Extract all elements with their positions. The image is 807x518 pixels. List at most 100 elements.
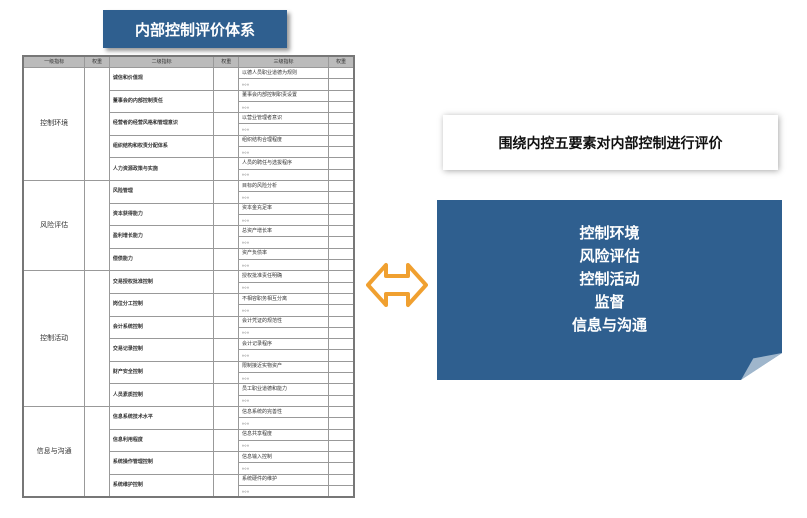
level3-indicator: 。。。 [238, 191, 330, 204]
level3-indicator: 会计记录程序 [238, 338, 330, 351]
table-row: 风险评估 风险管理 目标的风险分析 [22, 179, 355, 272]
evaluation-heading-box: 围绕内控五要素对内部控制进行评价 [443, 115, 778, 170]
level3-weight [328, 360, 355, 374]
table-row: 组织结构和权责分配体系 组织结构合理程度 [23, 134, 355, 159]
level2-weight [213, 315, 240, 340]
double-arrow-icon [366, 263, 428, 307]
level3-indicator: 信息共享程度 [238, 428, 330, 441]
level2-weight [213, 338, 240, 362]
level2-weight [213, 112, 240, 136]
level3-weight [328, 179, 355, 193]
level2-indicator: 偿债能力 [108, 247, 215, 272]
level3-weight [328, 123, 355, 136]
level3-indicator: 。。。 [238, 349, 330, 362]
element-item: 控制环境 [579, 224, 640, 242]
level2-weight [213, 451, 240, 475]
level2-indicator: 诚信和价值观 [108, 67, 215, 91]
level3-weight [328, 473, 355, 486]
level3-indicator: 员工职业道德和能力 [238, 383, 330, 396]
level2-indicator: 财产安全控制 [108, 360, 215, 385]
level3-weight [328, 315, 355, 328]
level2-weight [213, 67, 240, 91]
level2-weight [213, 405, 240, 430]
level3-indicator: 。。。 [238, 417, 330, 430]
level3-weight [328, 451, 355, 464]
table-row: 人员素质控制 员工职业道德和能力 [23, 383, 355, 407]
level2-indicator: 盈利增长能力 [108, 225, 215, 249]
level3-weight [328, 89, 355, 102]
level2-weight [213, 134, 240, 159]
level2-indicator: 交易授权批准控制 [108, 270, 215, 294]
column-header: 一级指标 [22, 55, 86, 68]
level1-weight [84, 270, 110, 407]
table-header: 一级指标 权重 二级指标 权重 三级指标 权重 [22, 55, 355, 68]
level2-weight [213, 202, 240, 227]
level3-weight [328, 213, 355, 227]
level3-weight [328, 304, 355, 317]
level3-indicator: 授权批准责任明确 [238, 270, 330, 283]
level3-indicator: 。。。 [238, 236, 330, 249]
level3-indicator: 系统硬件的维护 [238, 473, 330, 486]
level2-weight [213, 225, 240, 249]
level3-indicator: 信息系统的完善性 [238, 405, 330, 419]
level3-indicator: 资产负债率 [238, 247, 330, 261]
column-header: 权重 [84, 55, 110, 68]
level3-weight [328, 484, 355, 498]
level3-weight [328, 146, 355, 159]
level3-indicator: 。。。 [238, 394, 330, 407]
table-row: 信息与沟通 信息系统技术水平 信息系统的完善性 [22, 405, 355, 498]
column-header: 权重 [328, 55, 355, 68]
level3-weight [328, 417, 355, 430]
level2-indicator: 人员素质控制 [108, 383, 215, 407]
level3-indicator: 。。。 [238, 304, 330, 317]
level2-weight [213, 247, 240, 272]
level3-indicator: 限制接近实物资产 [238, 360, 330, 374]
level3-indicator: 总资产增长率 [238, 225, 330, 238]
level3-indicator: 。。。 [238, 259, 330, 272]
level2-indicator: 会计系统控制 [108, 315, 215, 340]
level2-weight [213, 157, 240, 181]
level3-weight [328, 383, 355, 396]
level2-indicator: 人力资源政策与实施 [108, 157, 215, 181]
level3-indicator: 。。。 [238, 146, 330, 159]
level3-weight [328, 349, 355, 362]
level3-weight [328, 112, 355, 125]
level3-weight [328, 225, 355, 238]
level2-indicator: 系统操作管理控制 [108, 451, 215, 475]
level3-indicator: 。。。 [238, 372, 330, 385]
level3-weight [328, 338, 355, 351]
level3-weight [328, 405, 355, 419]
level2-weight [213, 270, 240, 294]
column-header: 三级指标 [238, 55, 330, 68]
element-item: 控制活动 [579, 270, 640, 288]
level3-weight [328, 462, 355, 475]
level1-indicator: 风险评估 [22, 179, 86, 272]
evaluation-table: 一级指标 权重 二级指标 权重 三级指标 权重 控制环境 诚信和价值观 以德人员职业道德为规则… [22, 55, 355, 499]
table-row: 资本获得能力 资本金充足率 [23, 202, 355, 227]
level3-indicator: 人员的聘任与选拔程序 [238, 157, 330, 170]
level3-indicator: 会计凭证的规范性 [238, 315, 330, 328]
level3-indicator: 。。。 [238, 78, 330, 91]
level3-indicator: 以德人员职业道德为规则 [238, 66, 330, 80]
column-header: 权重 [213, 55, 240, 68]
level3-weight [328, 372, 355, 385]
level3-indicator: 。。。 [238, 123, 330, 136]
level3-weight [328, 259, 355, 272]
level2-indicator: 董事会的内部控制责任 [108, 89, 215, 114]
table-row: 系统操作管理控制 信息输入控制 [23, 451, 355, 475]
level3-weight [328, 326, 355, 340]
column-header: 二级指标 [108, 55, 215, 68]
table-row: 控制活动 交易授权批准控制 授权批准责任明确 [22, 270, 355, 407]
level3-weight [328, 78, 355, 91]
table-row: 系统维护控制 系统硬件的维护 [23, 473, 355, 498]
level3-indicator: 。。。 [238, 168, 330, 181]
level3-weight [328, 281, 355, 294]
level2-weight [213, 473, 240, 498]
level3-weight [328, 66, 355, 80]
level2-weight [213, 292, 240, 317]
table-row: 。。。 [23, 462, 355, 475]
level2-indicator: 信息系统技术水平 [108, 405, 215, 430]
level3-indicator: 以营业管理者意识 [238, 112, 330, 125]
level2-weight [213, 179, 240, 204]
level3-indicator: 目标的风险分析 [238, 179, 330, 193]
